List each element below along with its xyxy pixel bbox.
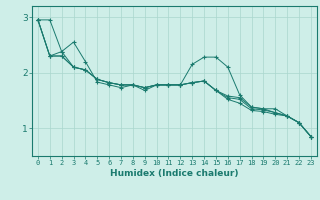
X-axis label: Humidex (Indice chaleur): Humidex (Indice chaleur) bbox=[110, 169, 239, 178]
